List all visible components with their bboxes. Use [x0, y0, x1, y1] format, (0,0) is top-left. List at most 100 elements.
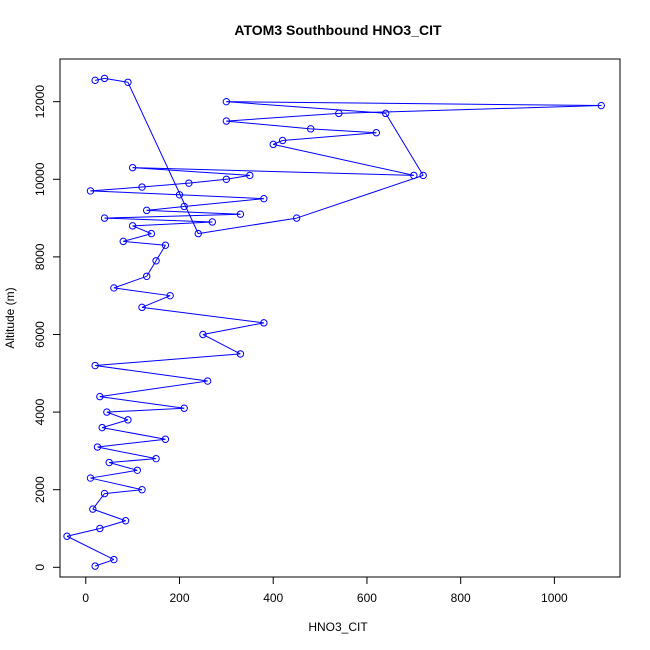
data-point [381, 109, 390, 118]
x-tick-label: 200 [169, 591, 189, 605]
data-point [142, 272, 151, 280]
data-point [194, 229, 202, 238]
series-line-segment [132, 167, 414, 176]
data-point [152, 454, 160, 463]
data-point [260, 194, 268, 203]
series-line-segment [282, 132, 377, 141]
data-point [419, 171, 427, 180]
data-point [89, 505, 97, 513]
series-line-segment [202, 322, 264, 335]
data-point [292, 214, 301, 222]
series-line-segment [184, 198, 264, 207]
data-point [128, 222, 137, 230]
series-line-segment [202, 334, 241, 355]
data-point [124, 416, 132, 424]
data-point [96, 524, 104, 533]
data-point [597, 101, 605, 110]
series-line-segment [102, 427, 166, 440]
x-axis-label: HNO3_CIT [308, 620, 368, 634]
series-line-segment [97, 438, 166, 448]
series-line-segment [188, 178, 227, 184]
data-point [222, 175, 231, 183]
series-line-segment [226, 101, 602, 107]
series-line-segment [310, 128, 377, 134]
y-axis: 0 2000 4000 6000 8000 10000 12000 [33, 85, 61, 571]
data-point [222, 97, 231, 106]
data-point [138, 485, 146, 494]
series-line-segment [226, 112, 339, 122]
series-line-segment [66, 535, 115, 560]
series-line-segment [338, 105, 602, 114]
data-point [138, 303, 146, 312]
plot-frame [59, 58, 621, 578]
data-point [91, 361, 99, 370]
data-point [98, 423, 106, 432]
data-point [222, 117, 231, 125]
series-line-segment [90, 469, 138, 479]
series-line-segment [104, 489, 143, 495]
series-line-segment [296, 174, 424, 219]
x-tick-label: 0 [82, 591, 89, 605]
x-tick-label: 1000 [541, 591, 568, 605]
y-tick-label: 6000 [33, 321, 47, 348]
series-line-segment [99, 520, 126, 529]
data-point [105, 458, 113, 467]
series-line-segment [141, 295, 171, 308]
data-point [161, 241, 170, 249]
data-point [96, 392, 104, 401]
data-point [121, 517, 130, 525]
data-point [335, 109, 343, 118]
data-point [142, 206, 151, 215]
data-point [166, 291, 174, 300]
y-tick-label: 0 [33, 564, 47, 571]
series-line-segment [132, 167, 250, 176]
data-point [269, 140, 277, 149]
series-line-segment [385, 113, 424, 176]
data-point [307, 125, 315, 133]
data-point [410, 171, 418, 180]
series-line-segment [104, 213, 241, 219]
series-line-segment [66, 528, 100, 537]
data-point [86, 474, 95, 482]
series-line-segment [95, 77, 105, 81]
data-point [124, 78, 132, 86]
series-line-segment [104, 77, 129, 83]
data-point [260, 319, 268, 327]
data-point [147, 229, 156, 238]
data-point [100, 489, 109, 498]
series-line-segment [92, 508, 126, 522]
series-line-segment [90, 186, 143, 192]
series-line-segment [273, 143, 414, 176]
data-point [180, 202, 188, 211]
series-line-segment [99, 380, 208, 398]
data-point [236, 210, 245, 218]
data-point [208, 218, 217, 226]
y-tick-label: 8000 [33, 243, 47, 270]
x-tick-label: 800 [451, 591, 471, 605]
data-point [278, 136, 287, 145]
x-tick-label: 400 [263, 591, 283, 605]
data-point [152, 257, 160, 265]
series-line-segment [123, 233, 152, 242]
data-point [236, 350, 245, 358]
data-point [180, 404, 188, 412]
series-line-segment [104, 217, 213, 223]
series-line-segment [273, 140, 283, 145]
data-point [91, 562, 99, 570]
data-point [100, 74, 109, 83]
data-point [175, 191, 184, 199]
series-points [63, 74, 605, 570]
data-point [203, 377, 212, 385]
series-line-segment [132, 221, 213, 227]
chart-title: ATOM3 Southbound HNO3_CIT [234, 22, 442, 38]
data-point [185, 179, 193, 187]
x-tick-label: 600 [357, 591, 377, 605]
data-point [86, 187, 95, 195]
x-axis: 0 200 400 600 800 1000 [82, 576, 568, 605]
series-line-segment [146, 209, 241, 215]
data-point [138, 183, 146, 191]
y-tick-label: 2000 [33, 476, 47, 503]
y-axis-label: Altitude (m) [3, 287, 17, 348]
series-line-segment [109, 462, 138, 471]
